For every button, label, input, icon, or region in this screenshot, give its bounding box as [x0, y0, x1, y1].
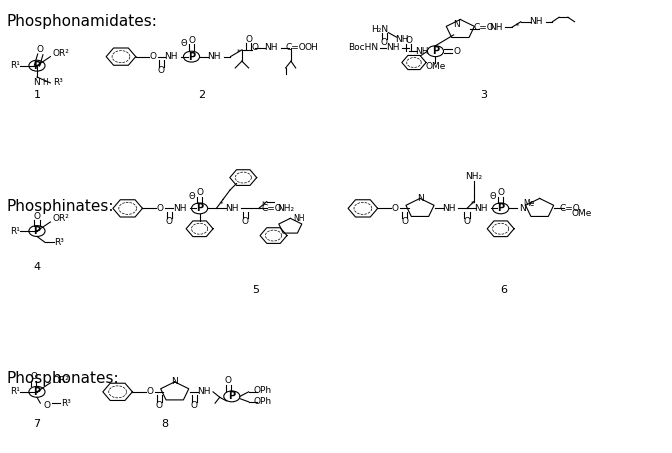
Text: C=O: C=O	[286, 43, 306, 52]
Text: R¹: R¹	[11, 387, 20, 396]
Text: OH: OH	[304, 43, 318, 52]
Text: NH: NH	[442, 204, 456, 213]
Text: O: O	[225, 376, 232, 386]
Text: NH: NH	[225, 204, 239, 213]
Text: 5: 5	[252, 285, 259, 295]
Text: 8: 8	[161, 419, 168, 429]
Text: R¹: R¹	[11, 61, 20, 70]
Text: 3: 3	[480, 90, 487, 100]
Text: NH: NH	[197, 387, 210, 396]
Text: O: O	[245, 35, 252, 44]
Text: P: P	[432, 46, 439, 56]
Text: OR²: OR²	[52, 376, 69, 385]
Text: 1: 1	[34, 90, 40, 100]
Text: O: O	[30, 372, 37, 381]
Text: O: O	[405, 36, 412, 45]
Text: OMe: OMe	[425, 62, 446, 71]
Text: N: N	[454, 20, 460, 29]
Text: *: *	[515, 22, 519, 29]
Text: O: O	[464, 217, 470, 226]
Text: P: P	[196, 203, 203, 213]
Text: O: O	[156, 401, 163, 410]
Text: N: N	[34, 78, 40, 87]
Text: O: O	[157, 204, 163, 213]
Text: R³: R³	[54, 78, 63, 87]
Text: O: O	[146, 387, 153, 396]
Text: *: *	[261, 201, 265, 207]
Text: NH: NH	[386, 43, 400, 52]
Text: NH₂: NH₂	[277, 204, 294, 213]
Text: Phosphinates:: Phosphinates:	[7, 199, 114, 214]
Text: NH: NH	[415, 47, 429, 56]
Text: H₂N: H₂N	[371, 25, 388, 34]
Text: O: O	[497, 188, 504, 198]
Text: *: *	[237, 49, 241, 55]
Text: P: P	[188, 52, 195, 62]
Text: NH: NH	[489, 23, 503, 32]
Text: P: P	[34, 61, 40, 71]
Text: OPh: OPh	[254, 386, 271, 395]
Text: O: O	[242, 217, 249, 226]
Text: P: P	[34, 226, 40, 236]
Text: 4: 4	[34, 262, 40, 272]
Text: R¹: R¹	[11, 226, 20, 236]
Text: P: P	[34, 387, 40, 397]
Text: P: P	[497, 203, 504, 213]
Text: C=O: C=O	[560, 204, 580, 213]
Text: O: O	[381, 38, 388, 47]
Text: NH₂: NH₂	[465, 172, 482, 181]
Text: NH: NH	[264, 43, 278, 52]
Text: O: O	[191, 401, 198, 410]
Text: C=O: C=O	[474, 23, 494, 32]
Text: P: P	[228, 391, 235, 401]
Text: N: N	[417, 194, 423, 203]
Text: N: N	[519, 204, 526, 213]
Text: R³: R³	[54, 238, 64, 247]
Text: O: O	[166, 217, 173, 226]
Text: Θ: Θ	[180, 39, 187, 48]
Text: R³: R³	[61, 399, 71, 408]
Text: H: H	[42, 78, 48, 87]
Text: NH: NH	[293, 214, 305, 223]
Text: NH: NH	[395, 35, 409, 44]
Text: NH: NH	[207, 52, 220, 61]
Text: NH: NH	[474, 204, 488, 213]
Text: Phosphonamidates:: Phosphonamidates:	[7, 14, 158, 29]
Text: Θ: Θ	[489, 192, 496, 201]
Text: OMe: OMe	[571, 209, 591, 218]
Text: O: O	[37, 45, 44, 54]
Text: NH: NH	[530, 17, 543, 26]
Text: OR²: OR²	[52, 48, 69, 58]
Text: O: O	[401, 217, 408, 226]
Text: Phosphonates:: Phosphonates:	[7, 371, 120, 386]
Text: N: N	[171, 377, 178, 386]
Text: *: *	[470, 201, 474, 207]
Text: O: O	[158, 66, 165, 75]
Text: NH: NH	[173, 204, 187, 213]
Text: Θ: Θ	[188, 192, 195, 201]
Text: 2: 2	[198, 90, 205, 100]
Text: O: O	[188, 36, 195, 45]
Text: O: O	[252, 43, 259, 52]
Text: O: O	[34, 212, 40, 221]
Text: Me: Me	[523, 199, 534, 208]
Text: 7: 7	[34, 419, 40, 429]
Text: *: *	[220, 201, 224, 207]
Text: O: O	[44, 401, 50, 410]
Text: OPh: OPh	[254, 397, 271, 406]
Text: NH: NH	[165, 52, 178, 61]
Text: C=O: C=O	[262, 204, 282, 213]
Text: 6: 6	[501, 285, 507, 295]
Text: OR²: OR²	[52, 214, 69, 223]
Text: O: O	[150, 52, 157, 61]
Text: BocHN: BocHN	[348, 43, 378, 52]
Text: O: O	[454, 47, 460, 56]
Text: O: O	[392, 204, 398, 213]
Text: O: O	[196, 188, 203, 198]
